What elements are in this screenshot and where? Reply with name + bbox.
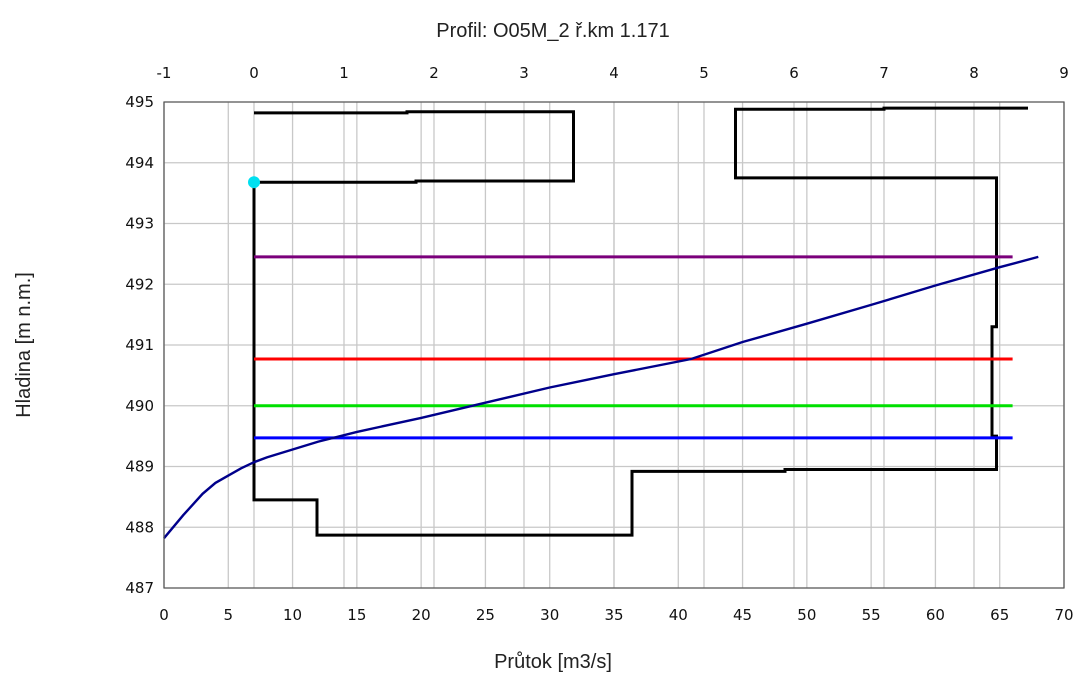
- x2-tick-label: 3: [519, 64, 529, 82]
- x-tick-label: 35: [604, 606, 623, 624]
- profile-bottom: [252, 182, 998, 537]
- x-tick-label: 25: [476, 606, 495, 624]
- x-tick-label: 20: [412, 606, 431, 624]
- profile-upper-left: [254, 110, 575, 184]
- x-tick-label: 30: [540, 606, 559, 624]
- x-axis-label: Průtok [m3/s]: [494, 651, 612, 673]
- x-tick-label: 40: [669, 606, 688, 624]
- x2-tick-label: 4: [609, 64, 619, 82]
- x2-tick-label: 5: [699, 64, 709, 82]
- y-axis-label: Hladina [m n.m.]: [13, 272, 35, 418]
- x-tick-label: 50: [797, 606, 816, 624]
- y-tick-label: 493: [125, 215, 154, 233]
- x2-tick-label: 8: [969, 64, 979, 82]
- x-tick-label: 10: [283, 606, 302, 624]
- y-tick-label: 489: [125, 458, 154, 476]
- series-lines: [163, 255, 1039, 539]
- marker-point: [248, 176, 260, 189]
- x-tick-label: 15: [347, 606, 366, 624]
- marker: [248, 176, 260, 189]
- y-tick-label: 492: [125, 275, 154, 293]
- plot-frame: [163, 101, 1065, 589]
- x-tick-label: 55: [862, 606, 881, 624]
- x-tick-label: 0: [159, 606, 169, 624]
- x-tick-label: 70: [1054, 606, 1073, 624]
- x-tick-label: 65: [990, 606, 1009, 624]
- profile-upper-right: [734, 106, 1028, 224]
- rating-curve: [163, 255, 1039, 539]
- y-tick-label: 495: [125, 93, 154, 111]
- x2-tick-label: 2: [429, 64, 439, 82]
- y-tick-label: 490: [125, 397, 154, 415]
- tick-labels: 0 5 10 15 20 25 30 35 40 45 50 55 60 65 70-1 0 1 2 3 4 5 6 7 8 9…: [125, 64, 1073, 624]
- x2-tick-label: -1: [157, 64, 172, 82]
- chart-title: Profil: O05M_2 ř.km 1.171: [436, 20, 669, 42]
- x2-tick-label: 6: [789, 64, 799, 82]
- y-tick-label: 487: [125, 579, 154, 597]
- x-tick-label: 45: [733, 606, 752, 624]
- y-tick-label: 494: [125, 154, 154, 172]
- x2-tick-label: 1: [339, 64, 349, 82]
- x2-tick-label: 0: [249, 64, 259, 82]
- y-tick-label: 488: [125, 518, 154, 536]
- grid: [163, 101, 1065, 589]
- x-tick-label: 5: [224, 606, 234, 624]
- x2-tick-label: 7: [879, 64, 889, 82]
- x-tick-label: 60: [926, 606, 945, 624]
- y-tick-label: 491: [125, 336, 154, 354]
- cross-section-profile: [252, 106, 1028, 537]
- x2-tick-label: 9: [1059, 64, 1069, 82]
